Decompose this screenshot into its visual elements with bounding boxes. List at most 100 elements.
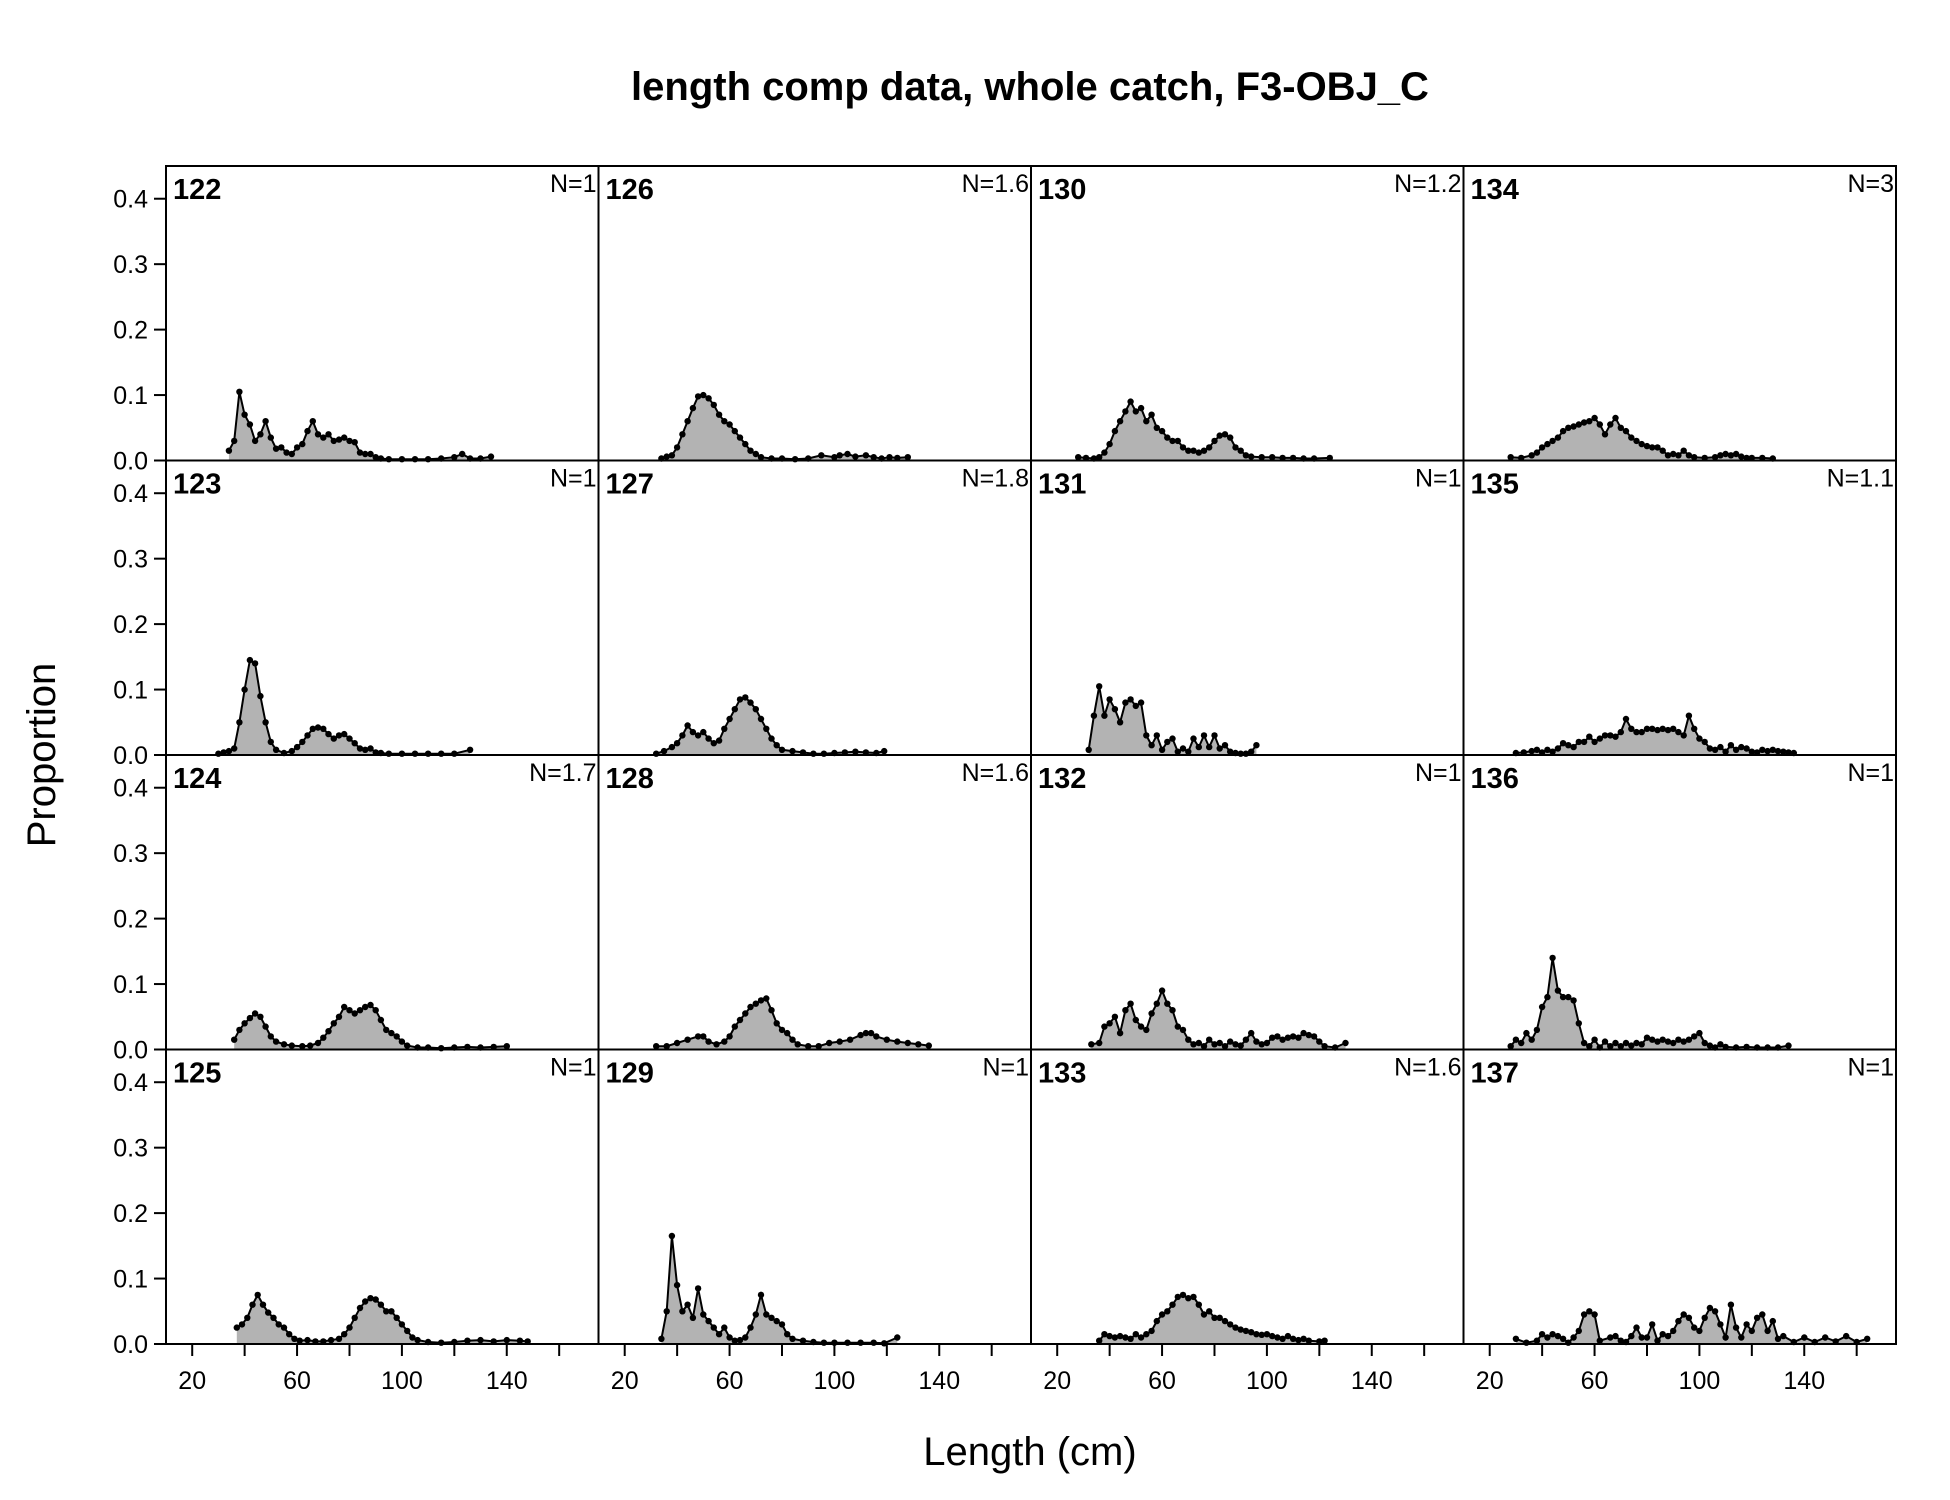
panel-125: 125 N=1 xyxy=(165,1048,600,1346)
data-point xyxy=(673,1281,681,1289)
data-point xyxy=(710,401,717,409)
data-point xyxy=(1748,1327,1756,1335)
data-point xyxy=(1106,1332,1113,1340)
data-point xyxy=(1617,728,1625,736)
data-point xyxy=(1216,745,1223,752)
area-fill xyxy=(1510,418,1773,461)
data-point xyxy=(1096,454,1103,461)
data-point xyxy=(244,1314,251,1322)
data-point xyxy=(1258,1331,1265,1339)
data-point xyxy=(915,1041,922,1048)
data-point xyxy=(768,1314,775,1322)
y-tick-label: 0.1 xyxy=(113,1266,148,1294)
y-tick-label: 0.1 xyxy=(113,971,148,999)
data-point xyxy=(715,737,723,744)
data-point xyxy=(304,427,311,435)
area-fill xyxy=(661,395,908,461)
data-point xyxy=(367,745,374,752)
data-point xyxy=(1143,1026,1150,1034)
data-point xyxy=(881,747,888,755)
data-point xyxy=(1586,1308,1593,1315)
data-point xyxy=(700,391,707,399)
panel-border xyxy=(597,754,1032,1051)
data-point xyxy=(1533,449,1541,456)
data-point xyxy=(894,1038,901,1045)
data-point xyxy=(288,1042,295,1049)
data-point xyxy=(262,418,269,425)
data-point xyxy=(1559,993,1567,1001)
data-point xyxy=(257,1013,264,1020)
data-point xyxy=(805,1043,812,1050)
data-point xyxy=(1274,1033,1281,1040)
data-point xyxy=(1321,1043,1328,1050)
data-point xyxy=(1200,447,1208,454)
data-point xyxy=(356,745,364,752)
data-point xyxy=(1780,748,1787,755)
data-point xyxy=(673,444,681,451)
data-point xyxy=(1122,1007,1129,1014)
panel-sample-size: N=1 xyxy=(550,1054,597,1082)
data-point xyxy=(251,1010,259,1017)
data-point xyxy=(1743,745,1750,752)
data-point xyxy=(1148,1010,1155,1017)
data-point xyxy=(721,1324,728,1331)
data-point xyxy=(679,732,686,739)
panel-label: 130 xyxy=(1038,174,1086,206)
data-point xyxy=(1174,437,1182,445)
data-point xyxy=(1300,1029,1307,1037)
data-point xyxy=(1116,1029,1124,1037)
data-point xyxy=(1232,1041,1239,1048)
data-point xyxy=(1190,1041,1197,1048)
data-point xyxy=(1512,1036,1520,1043)
data-point xyxy=(330,1020,337,1027)
data-point xyxy=(1785,1042,1792,1049)
y-tick-label: 0.2 xyxy=(113,317,148,345)
data-point xyxy=(705,735,712,742)
data-point xyxy=(246,421,254,428)
data-point xyxy=(1565,742,1572,749)
data-point xyxy=(773,1020,780,1027)
data-point xyxy=(236,1026,243,1034)
data-point xyxy=(1717,452,1724,459)
data-point xyxy=(241,411,248,418)
data-point xyxy=(367,450,374,458)
data-point xyxy=(1248,453,1255,460)
data-point xyxy=(778,746,786,753)
data-point xyxy=(304,732,311,739)
data-point xyxy=(1580,1039,1588,1047)
panel-137: 137 N=1 xyxy=(1462,1048,1897,1346)
data-point xyxy=(346,1007,353,1014)
data-point xyxy=(309,418,316,425)
panel-126: 126 N=1.6 xyxy=(597,165,1032,463)
data-point xyxy=(1717,743,1724,751)
data-point xyxy=(1685,1036,1693,1043)
y-tick-label: 0.4 xyxy=(113,186,148,214)
data-point xyxy=(1659,1036,1666,1043)
data-point xyxy=(398,1321,406,1328)
data-point xyxy=(1258,1041,1265,1048)
data-point xyxy=(1643,725,1651,732)
panel-sample-size: N=1.2 xyxy=(1394,170,1461,198)
data-point xyxy=(1701,1039,1708,1047)
data-point xyxy=(1106,696,1113,703)
data-point xyxy=(1622,427,1630,435)
data-point xyxy=(1137,1023,1145,1030)
data-point xyxy=(1580,1311,1588,1318)
y-tick-label: 0.4 xyxy=(113,775,148,803)
data-point xyxy=(831,454,838,461)
data-point xyxy=(1284,1332,1292,1340)
panel-sample-size: N=1.1 xyxy=(1827,465,1894,493)
data-point xyxy=(1158,746,1166,753)
data-point xyxy=(393,1033,400,1040)
data-point xyxy=(1696,735,1703,742)
data-point xyxy=(1169,437,1176,445)
data-point xyxy=(736,434,744,441)
data-point xyxy=(1232,444,1239,451)
data-point xyxy=(1727,1301,1735,1308)
data-point xyxy=(1164,1308,1171,1315)
data-point xyxy=(1680,732,1687,739)
data-point xyxy=(1132,1016,1140,1024)
data-point xyxy=(1722,450,1729,458)
y-tick-label: 0.2 xyxy=(113,1200,148,1228)
data-point xyxy=(689,1314,697,1322)
